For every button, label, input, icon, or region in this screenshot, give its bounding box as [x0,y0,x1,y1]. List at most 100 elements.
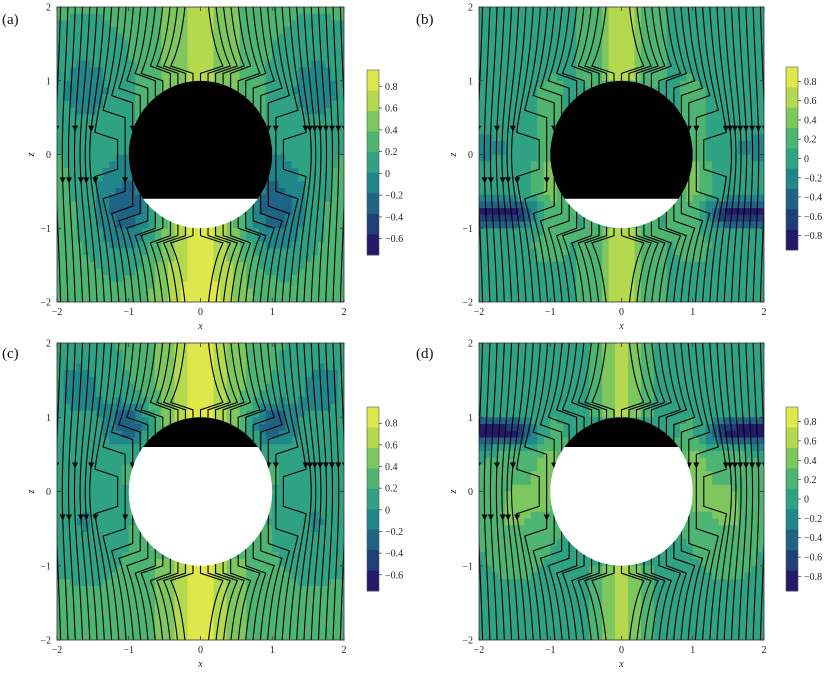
colorbar-tick-label: −0.4 [385,212,403,223]
y-tick-label: 1 [468,76,473,87]
y-tick-label: 2 [468,3,473,14]
y-tick-label: 2 [468,339,473,350]
colorbar: 0.8 0.6 0.4 0.2 0 −0.2 −0.4 −0.6 [366,69,403,256]
y-tick-label: 2 [46,3,51,14]
y-tick-label: −1 [462,224,473,235]
sphere-filled-cap [564,417,679,447]
colorbar-tick-label: −0.4 [804,193,822,204]
sphere-empty [128,417,273,566]
x-axis-label: x [618,321,624,332]
panel-label: (b) [416,12,434,28]
x-tick-label: −1 [123,645,134,656]
y-tick-label: −1 [40,561,51,572]
y-tick-label: −1 [40,224,51,235]
x-tick-label: 0 [198,307,203,318]
x-tick-label: −2 [52,307,63,318]
panel-label: (d) [416,346,434,362]
y-tick-label: −2 [40,636,51,647]
colorbar: 0.8 0.6 0.4 0.2 0 −0.2 −0.4 −0.6 −0.8 [785,66,822,251]
colorbar-tick-label: 0.8 [385,82,398,93]
colorbar-tick-label: −0.2 [804,173,822,184]
y-axis-label: z [448,489,459,494]
panel-a: −2 −1 0 1 2 2 1 0 −1 −2 x z (a) 0.8 0.6 0.4 0.2 0 −0.2 −0.4… [2,3,403,333]
y-tick-label: 0 [468,150,473,161]
y-tick-label: 1 [468,413,473,424]
colorbar-tick-label: 0.4 [804,456,817,467]
sphere-empty [550,417,693,566]
colorbar-tick-label: 0 [385,169,390,180]
x-tick-label: 0 [198,645,203,656]
x-tick-label: 2 [762,645,767,656]
x-axis-label: x [197,321,203,332]
y-tick-label: 2 [46,339,51,350]
y-axis-label: z [26,152,37,157]
colorbar-tick-label: 0.2 [804,475,817,486]
colorbar-tick-label: 0.6 [804,436,817,447]
x-tick-label: 1 [270,645,275,656]
y-tick-label: 1 [46,76,51,87]
colorbar-tick-label: −0.2 [804,514,822,525]
panel-c: −2 −1 0 1 2 2 1 0 −1 −2 x z (c) 0.8 0.6 0.4 0.2 0 −0.2 −0.4… [2,339,403,671]
x-tick-label: 2 [342,645,347,656]
x-tick-label: 1 [690,307,695,318]
colorbar-tick-label: −0.4 [804,533,822,544]
colorbar-tick-label: 0.2 [385,147,398,158]
colorbar-tick-label: −0.6 [385,570,403,581]
y-tick-label: −1 [462,561,473,572]
x-axis-label: x [618,659,624,670]
sphere-filled-cap [143,417,258,447]
y-tick-label: −2 [462,298,473,309]
colorbar: 0.8 0.6 0.4 0.2 0 −0.2 −0.4 −0.6 [366,406,403,592]
colorbar-tick-label: 0.2 [804,135,817,146]
colorbar: 0.8 0.6 0.4 0.2 0 −0.2 −0.4 −0.6 −0.8 [785,406,822,592]
sphere-filled-cap [550,80,693,199]
x-tick-label: −2 [52,645,63,656]
colorbar-tick-label: 0.8 [804,77,817,88]
colorbar-tick-label: −0.8 [804,231,822,242]
sphere-filled-cap [128,80,273,199]
colorbar-tick-label: 0.2 [385,484,398,495]
x-tick-label: −2 [474,307,485,318]
colorbar-tick-label: 0.4 [804,115,817,126]
colorbar-tick-label: 0.8 [804,417,817,428]
colorbar-tick-label: −0.6 [804,553,822,564]
panel-label: (a) [2,12,19,28]
x-tick-label: 1 [690,645,695,656]
x-tick-label: 0 [619,307,624,318]
colorbar-tick-label: 0.4 [385,462,398,473]
x-tick-label: 1 [270,307,275,318]
y-tick-label: −2 [40,298,51,309]
colorbar-tick-label: 0.8 [385,419,398,430]
y-tick-label: 1 [46,413,51,424]
colorbar-tick-label: −0.8 [804,572,822,583]
colorbar-tick-label: 0.4 [385,125,398,136]
y-axis-label: z [26,489,37,494]
colorbar-tick-label: −0.6 [804,212,822,223]
colorbar-tick-label: 0.6 [385,104,398,115]
y-tick-label: 0 [46,150,51,161]
x-axis-label: x [197,659,203,670]
y-tick-label: 0 [46,487,51,498]
y-axis-label: z [448,152,459,157]
x-tick-label: 2 [762,307,767,318]
panel-d: −2 −1 0 1 2 2 1 0 −1 −2 x z (d) 0.8 0.6 0.4 0.2 0 −0.2 −0.4… [416,339,822,671]
colorbar-tick-label: 0 [385,505,390,516]
panel-label: (c) [2,346,19,362]
x-tick-label: −1 [123,307,134,318]
x-tick-label: 0 [619,645,624,656]
x-tick-label: 2 [342,307,347,318]
y-tick-label: 0 [468,487,473,498]
colorbar-tick-label: −0.2 [385,191,403,202]
colorbar-tick-label: 0.6 [804,96,817,107]
colorbar-tick-label: −0.6 [385,234,403,245]
colorbar-tick-label: 0.6 [385,440,398,451]
x-tick-label: −1 [545,645,556,656]
x-tick-label: −1 [545,307,556,318]
colorbar-tick-label: 0 [804,154,809,165]
x-tick-label: −2 [474,645,485,656]
y-tick-label: −2 [462,636,473,647]
panel-b: −2 −1 0 1 2 2 1 0 −1 −2 x z (b) 0.8 0.6 0.4 0.2 0 −0.2 −0.4… [416,3,822,333]
colorbar-tick-label: 0 [804,495,809,506]
colorbar-tick-label: −0.2 [385,527,403,538]
